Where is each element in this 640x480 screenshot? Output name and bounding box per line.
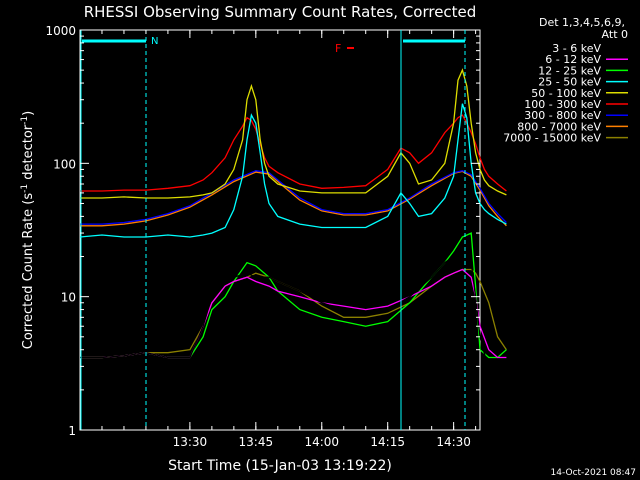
series-line-300-800-kev xyxy=(80,170,507,225)
series-line-25-50-kev xyxy=(79,103,507,238)
y-tick-label: 10 xyxy=(61,291,76,305)
y-tick-label: 1000 xyxy=(45,24,76,38)
series-line-3-6-kev xyxy=(80,250,508,420)
timestamp: 14-Oct-2021 08:47 xyxy=(551,468,636,478)
legend-label: 12 - 25 keV xyxy=(538,64,601,77)
y-tick-label: 100 xyxy=(53,157,76,171)
x-tick-label: 14:15 xyxy=(370,435,405,449)
series-line-6-12-kev xyxy=(80,268,507,359)
plot-area xyxy=(79,29,481,431)
y-axis-label-main: Corrected Count Rate (s xyxy=(21,193,36,350)
legend-label: 7000 - 15000 keV xyxy=(503,132,601,145)
chart-title: RHESSI Observing Summary Count Rates, Co… xyxy=(84,3,477,21)
annotation-layer: NF xyxy=(80,30,466,430)
y-axis-label: Corrected Count Rate (s-1 detector-1) xyxy=(20,111,36,349)
legend-header-line2: Att 0 xyxy=(602,28,628,41)
series-line-800-7000-kev xyxy=(80,170,507,227)
y-axis-label-mid: detector xyxy=(21,124,36,184)
legend-label: 6 - 12 keV xyxy=(545,53,601,66)
y-axis-label-sup2: -1 xyxy=(20,116,30,125)
y-axis: 1 10 100 1000 xyxy=(45,24,480,438)
legend-header-line1: Det 1,3,4,5,6,9, xyxy=(539,16,625,29)
legend-label: 100 - 300 keV xyxy=(524,98,601,111)
flag-label: F xyxy=(335,42,341,55)
y-axis-label-sup1: -1 xyxy=(20,184,30,193)
legend-label: 50 - 100 keV xyxy=(531,87,601,100)
plot-border xyxy=(79,29,481,431)
y-axis-label-end: ) xyxy=(21,111,36,116)
legend-label: 25 - 50 keV xyxy=(538,76,601,89)
x-tick-label: 13:30 xyxy=(173,435,208,449)
night-label: N xyxy=(151,36,158,47)
series-layer xyxy=(79,68,508,420)
x-axis: 13:30 13:45 14:00 14:15 14:30 xyxy=(101,30,477,449)
y-tick-label: 1 xyxy=(68,424,76,438)
legend-label: 300 - 800 keV xyxy=(524,109,601,122)
series-line-100-300-kev xyxy=(80,114,507,192)
x-tick-label: 14:30 xyxy=(436,435,471,449)
x-tick-label: 14:00 xyxy=(304,435,339,449)
x-axis-label: Start Time (15-Jan-03 13:19:22) xyxy=(168,458,392,474)
svg-text:Corrected Count Rate (s-1 dete: Corrected Count Rate (s-1 detector-1) xyxy=(20,111,36,349)
legend-label: 3 - 6 keV xyxy=(552,42,601,55)
series-line-7000-15000-kev xyxy=(80,268,507,359)
series-line-50-100-kev xyxy=(80,68,507,199)
x-tick-label: 13:45 xyxy=(239,435,274,449)
legend-label: 800 - 7000 keV xyxy=(517,120,601,133)
